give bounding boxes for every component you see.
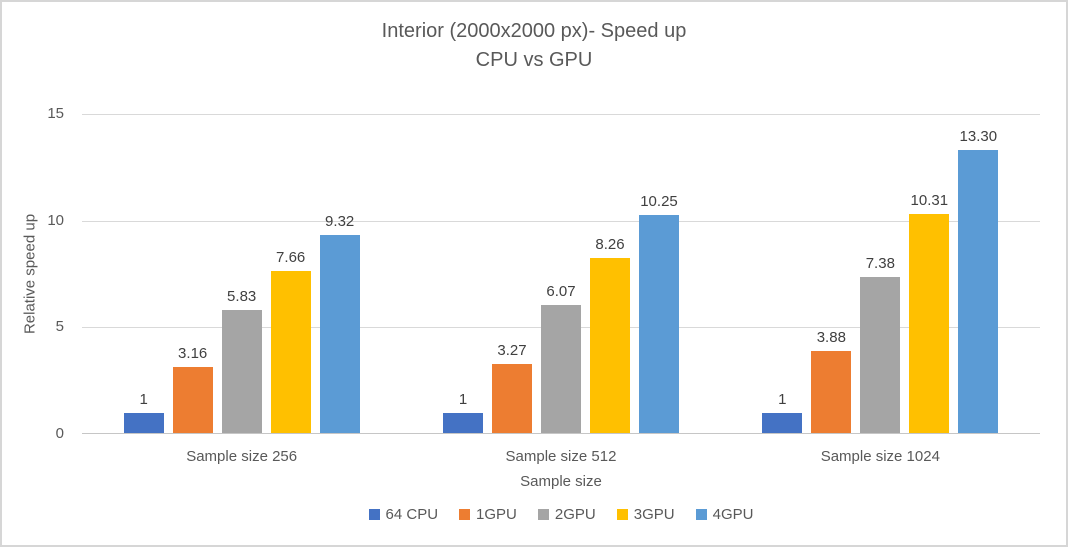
y-tick-label-0: 0 <box>55 425 64 442</box>
bar-slot: 13.30 <box>958 114 999 434</box>
legend-item-2gpu: 2GPU <box>537 506 596 523</box>
x-axis-line <box>82 433 1040 434</box>
bar-slot: 7.38 <box>860 114 901 434</box>
category-labels: Sample size 256 Sample size 512 Sample siz… <box>82 448 1040 465</box>
bar-4gpu <box>319 235 360 434</box>
legend-label: 4GPU <box>712 506 754 523</box>
bar-64-cpu <box>123 412 164 434</box>
bar-slot: 5.83 <box>221 114 262 434</box>
y-tick-label-15: 15 <box>47 105 64 122</box>
bar-2gpu <box>860 276 901 434</box>
bar-slot: 8.26 <box>589 114 630 434</box>
bar-4gpu <box>638 215 679 434</box>
bar-4gpu <box>958 150 999 434</box>
bar-3gpu <box>589 257 630 434</box>
data-label: 6.07 <box>546 282 576 300</box>
bar-groups: 1 3.16 5.83 7.66 9.32 1 3.27 6.07 8.26 10.25 1 3.88… <box>82 114 1040 434</box>
legend-label: 3GPU <box>633 506 675 523</box>
bar-slot: 1 <box>442 114 483 434</box>
data-label: 10.31 <box>910 192 949 210</box>
bar-slot: 10.31 <box>909 114 950 434</box>
y-axis-tick-labels: 0 5 10 15 <box>2 2 64 545</box>
legend-swatch-icon <box>616 509 628 520</box>
bar-2gpu <box>221 309 262 434</box>
legend-swatch-icon <box>368 509 380 520</box>
bar-slot: 10.25 <box>638 114 679 434</box>
data-label: 3.16 <box>178 344 208 362</box>
legend: 64 CPU 1GPU 2GPU 3GPU 4GPU <box>82 506 1040 523</box>
y-tick-label-5: 5 <box>55 318 64 336</box>
data-label: 8.26 <box>595 235 625 253</box>
legend-item-64-cpu: 64 CPU <box>368 506 439 523</box>
legend-label: 2GPU <box>554 506 596 523</box>
legend-item-4gpu: 4GPU <box>695 506 754 523</box>
legend-swatch-icon <box>695 509 707 520</box>
category-label: Sample size 256 <box>186 448 298 465</box>
legend-label: 64 CPU <box>385 506 439 523</box>
plot-area: 1 3.16 5.83 7.66 9.32 1 3.27 6.07 8.26 10.25 1 3.88… <box>82 114 1040 434</box>
category-label: Sample size 1024 <box>820 448 940 465</box>
legend-item-1gpu: 1GPU <box>459 506 517 523</box>
data-label: 10.25 <box>640 193 678 211</box>
category-label: Sample size 512 <box>505 448 617 465</box>
bar-1gpu <box>491 364 532 434</box>
bar-group-3: 1 3.88 7.38 10.31 13.30 <box>721 114 1040 434</box>
bar-group-1: 1 3.16 5.83 7.66 9.32 <box>82 114 401 434</box>
data-label: 1 <box>778 390 787 408</box>
bar-slot: 3.16 <box>172 114 213 434</box>
bar-slot: 9.32 <box>319 114 360 434</box>
data-label: 13.30 <box>959 128 998 146</box>
bar-1gpu <box>811 351 852 434</box>
x-axis-title: Sample size <box>520 473 602 490</box>
bar-slot: 3.27 <box>491 114 532 434</box>
bar-3gpu <box>270 270 311 434</box>
legend-label: 1GPU <box>476 506 517 523</box>
data-label: 5.83 <box>227 287 257 305</box>
legend-item-3gpu: 3GPU <box>616 506 675 523</box>
bar-slot: 7.66 <box>270 114 311 434</box>
bar-slot: 6.07 <box>540 114 581 434</box>
bar-2gpu <box>540 304 581 434</box>
data-label: 1 <box>139 390 148 408</box>
bar-3gpu <box>909 214 950 434</box>
bar-64-cpu <box>762 412 803 434</box>
data-label: 7.38 <box>865 254 895 272</box>
data-label: 3.88 <box>816 329 846 347</box>
legend-swatch-icon <box>537 509 549 520</box>
bar-slot: 1 <box>123 114 164 434</box>
chart-title-line1: Interior (2000x2000 px)- Speed up <box>381 20 687 42</box>
bar-group-2: 1 3.27 6.07 8.26 10.25 <box>401 114 720 434</box>
data-label: 9.32 <box>325 213 355 231</box>
data-label: 1 <box>458 390 468 408</box>
bar-1gpu <box>172 366 213 434</box>
chart-title-line2: CPU vs GPU <box>475 49 593 71</box>
gridline-10 <box>82 220 1040 222</box>
gridline-15 <box>82 114 1040 115</box>
bar-slot: 3.88 <box>811 114 852 434</box>
chart-title: Interior (2000x2000 px)- Speed up CPU vs… <box>2 17 1066 75</box>
bar-slot: 1 <box>762 114 803 434</box>
bar-64-cpu <box>442 412 483 434</box>
data-label: 7.66 <box>276 248 306 266</box>
legend-swatch-icon <box>459 509 471 520</box>
data-label: 3.27 <box>497 342 527 360</box>
y-tick-label-10: 10 <box>47 211 64 229</box>
